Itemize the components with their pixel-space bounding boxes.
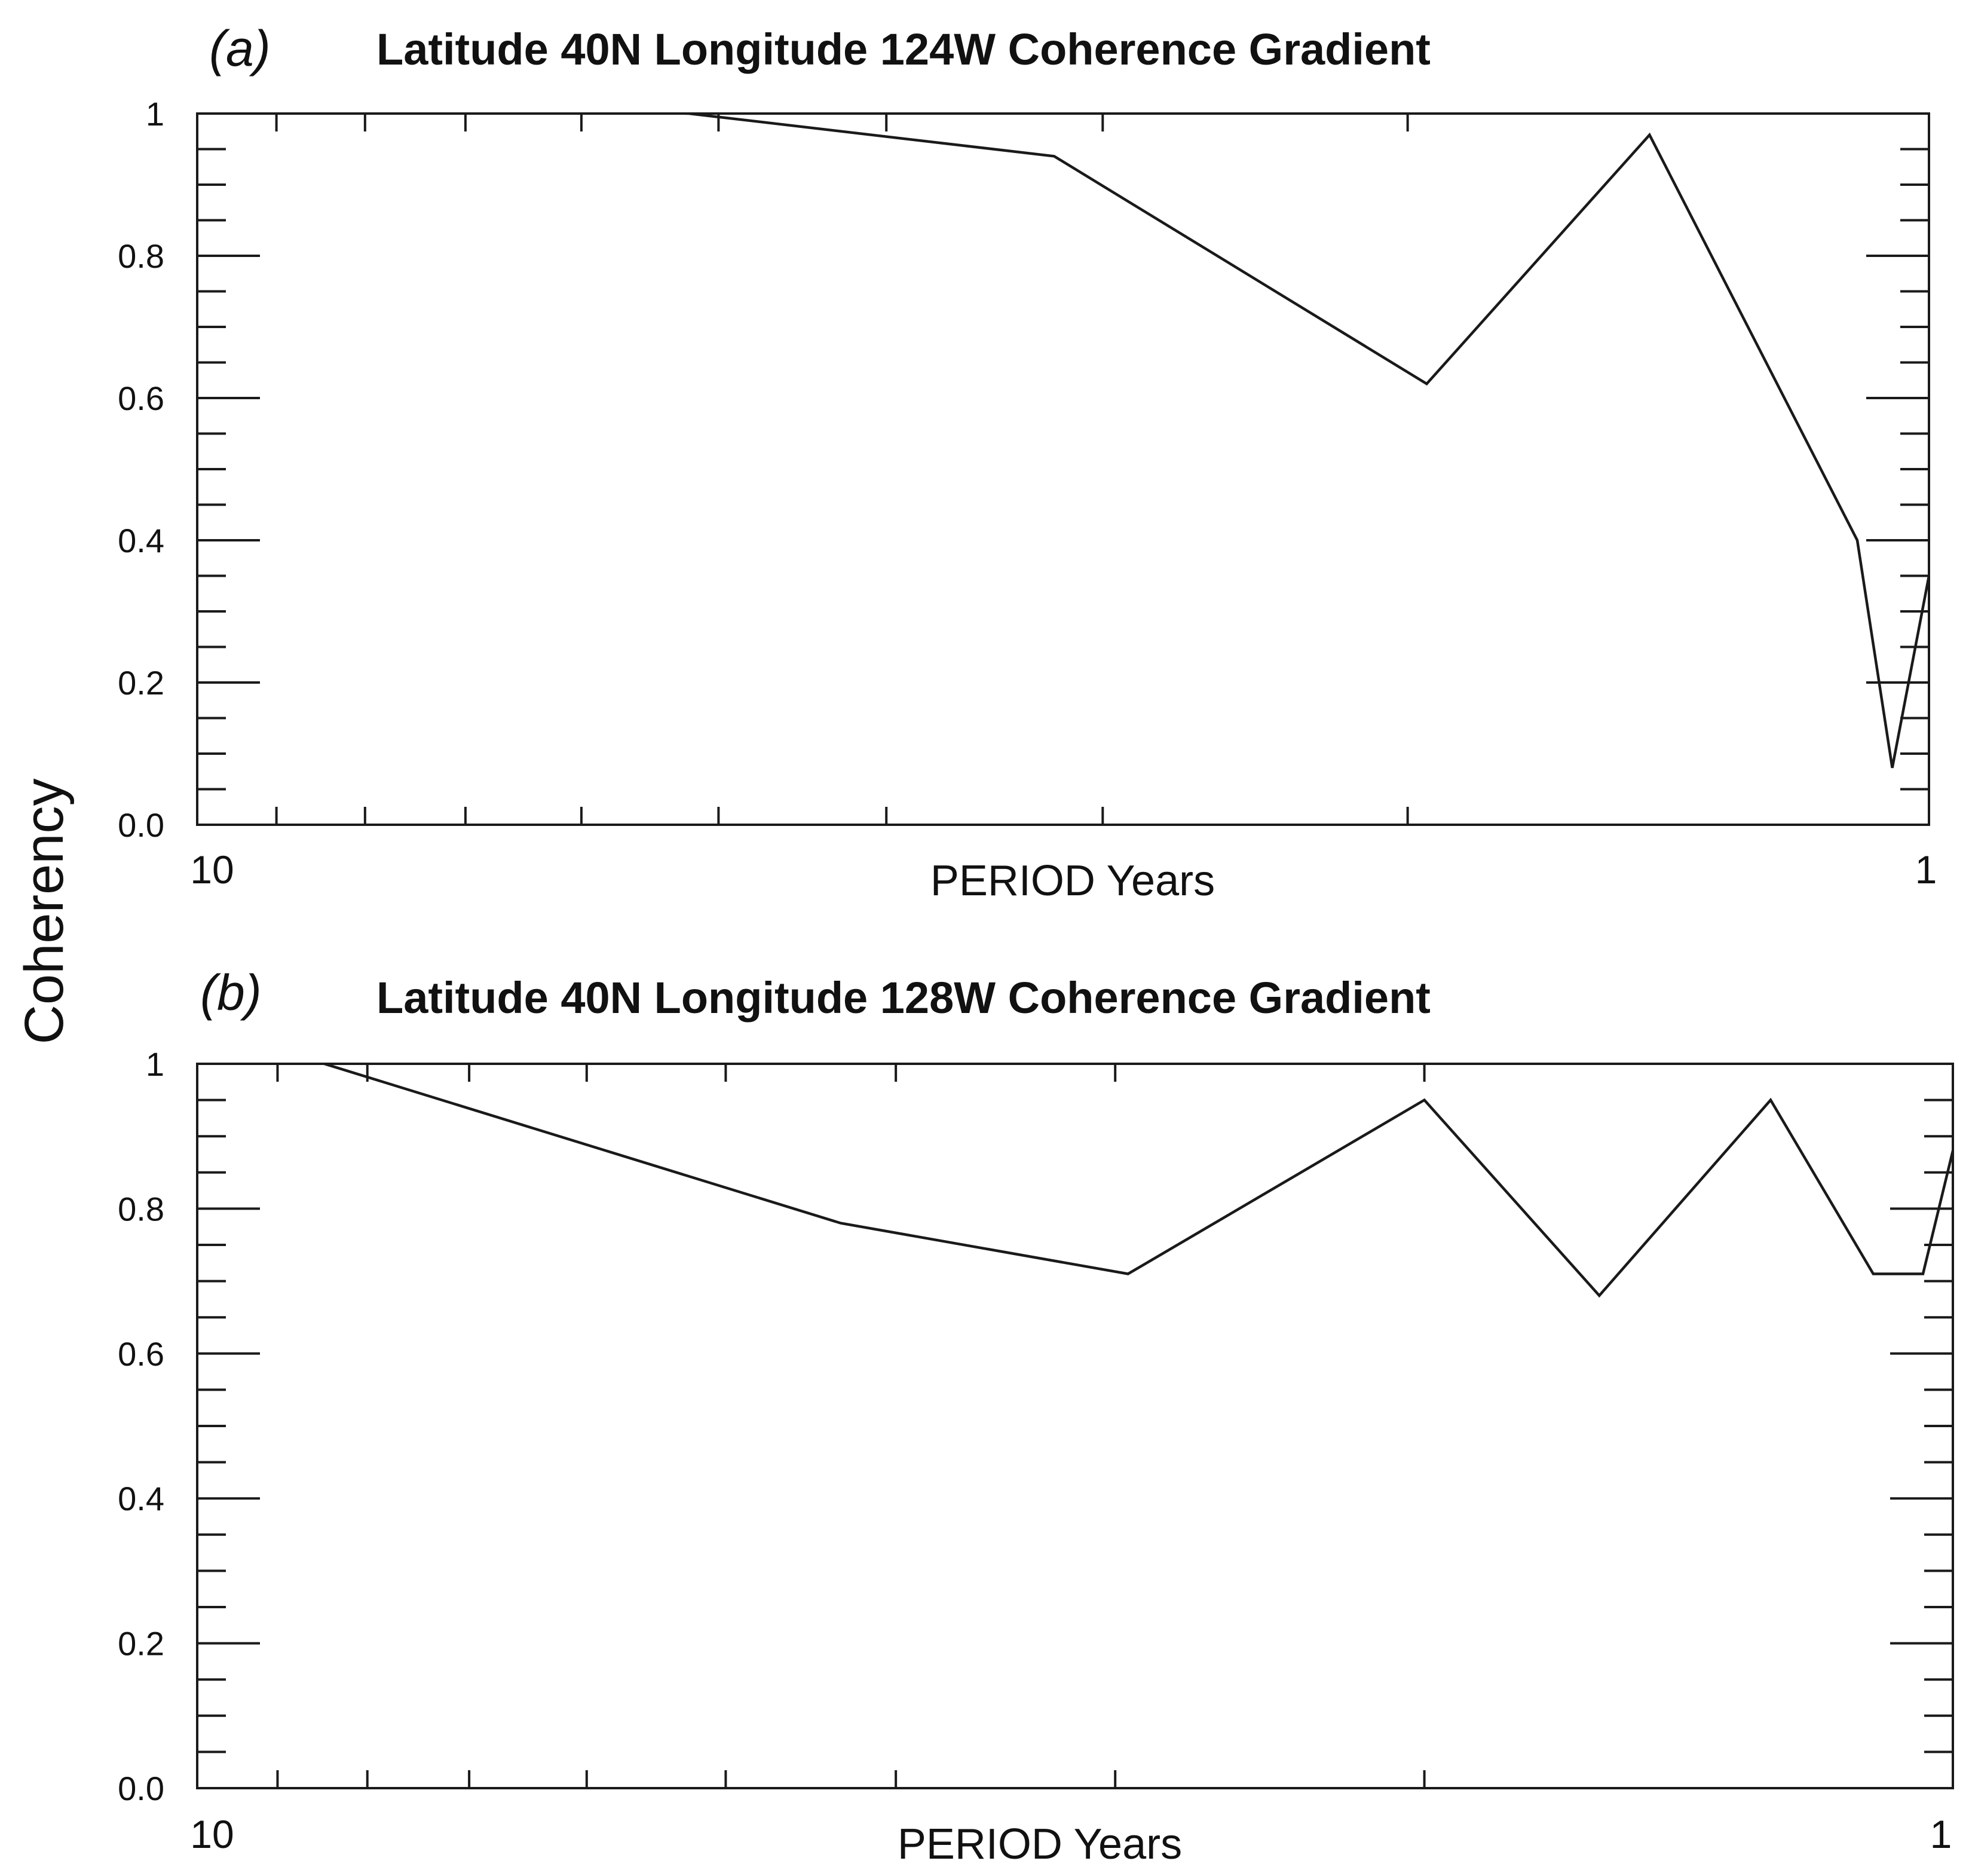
y-tick-label: 0.2 [118,1625,164,1663]
y-tick-label: 0.0 [118,1770,164,1807]
chart-title-b: Latitude 40N Longitude 128W Coherence Gr… [376,973,1431,1023]
chart-title-a: Latitude 40N Longitude 124W Coherence Gr… [376,25,1431,74]
plot-frame-a [196,112,1930,826]
x-axis-label-b: PERIOD Years [898,1820,1182,1868]
shared-y-axis-label: Coherency [14,779,75,1045]
y-tick-label: 0.0 [118,806,164,844]
y-tick-label: 0.4 [118,1480,164,1517]
y-tick-label: 0.8 [118,1190,164,1228]
plot-frame-b [196,1063,1954,1789]
y-tick-label: 0.6 [118,1335,164,1373]
y-tick-label: 0.4 [118,522,164,559]
series-line-b [320,1064,1953,1298]
x-tick-label-1: 1 [1915,847,1937,892]
x-axis-label-a: PERIOD Years [930,857,1215,905]
y-tick-label: 1 [146,1045,164,1083]
series-line-a [642,114,1929,769]
y-tick-label: 0.8 [118,237,164,275]
x-tick-label-10: 10 [190,1812,234,1856]
panel-b: (b) Latitude 40N Longitude 128W Coherence… [118,965,1954,1868]
panel-label-b: (b) [200,965,262,1021]
y-tick-label: 0.6 [118,380,164,417]
y-tick-label: 0.2 [118,664,164,702]
panel-a: (a) Latitude 40N Longitude 124W Coherence… [118,20,1937,905]
y-tick-label: 1 [146,95,164,133]
panel-label-a: (a) [209,20,271,76]
x-tick-label-10: 10 [190,847,234,892]
x-tick-label-1: 1 [1930,1812,1952,1856]
